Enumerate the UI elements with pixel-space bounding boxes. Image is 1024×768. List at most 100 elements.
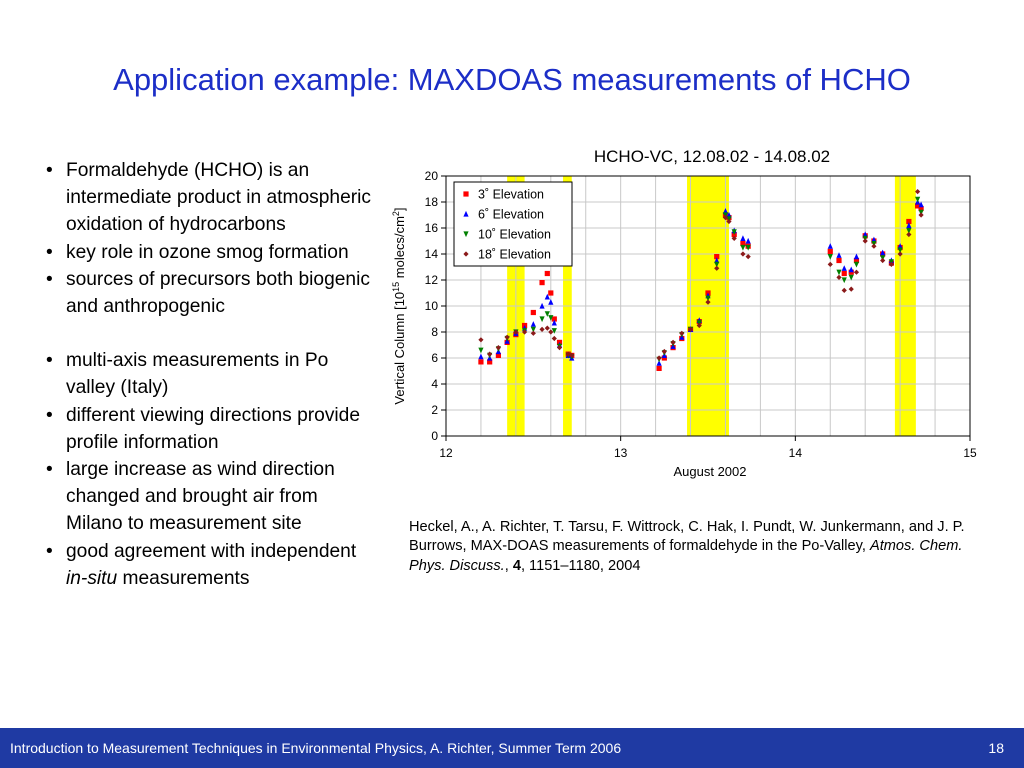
data-point [853,269,860,275]
hcho-chart-svg: HCHO-VC, 12.08.02 - 14.08.02 0 2 4 6 8 10 12 14 1… [391,147,977,479]
data-point [841,277,847,284]
x-tick-label: 14 [789,446,803,460]
data-point [548,299,554,305]
data-point [740,241,746,247]
chart-title: HCHO-VC, 12.08.02 - 14.08.02 [594,147,830,166]
bullet-item: Formaldehyde (HCHO) is an intermediate p… [42,157,372,239]
data-point [656,365,662,371]
data-point [906,218,912,225]
data-point [880,257,886,264]
bullet-item: key role in ozone smog formation [42,239,372,266]
data-point [827,248,833,254]
data-point [656,355,662,361]
y-tick-label: 0 [431,429,438,443]
data-point [530,321,536,327]
data-point [478,359,484,365]
x-tick-label: 13 [614,446,628,460]
data-point [522,329,528,335]
data-point [530,326,536,333]
data-point [745,254,751,260]
bullet-text: good agreement with independent [66,540,357,562]
data-point [915,189,921,195]
legend-marker [463,251,469,257]
hcho-chart: HCHO-VC, 12.08.02 - 14.08.02 0 2 4 6 8 10 12 14 1… [384,140,988,490]
bullet-item: large increase as wind direction changed… [42,456,372,538]
data-point [539,316,545,323]
y-tick-label: 10 [425,299,439,313]
data-point [539,302,545,309]
legend-label: 18˚ Elevation [478,248,551,262]
data-point [551,319,557,326]
data-point [841,270,847,277]
data-point [841,287,847,293]
data-point [915,203,921,209]
citation-volume: 4 [512,557,521,574]
data-point [836,269,842,276]
data-point [880,249,886,256]
footer-text: Introduction to Measurement Techniques i… [10,740,622,756]
data-point [656,360,662,366]
data-point [714,254,720,260]
y-tick-label: 12 [425,273,439,287]
data-point [745,244,751,251]
data-point [544,270,550,277]
data-point [827,243,833,249]
legend-marker [463,231,469,238]
data-point [853,253,860,260]
data-point [862,238,868,244]
data-point [836,257,842,264]
legend-label: 6˚ Elevation [478,208,544,222]
data-point [740,244,746,251]
data-point [731,229,737,235]
bullet-item: multi-axis measurements in Po valley (It… [42,347,372,401]
citation-authors: Heckel, A., A. Richter, T. Tarsu, F. Wit… [409,519,965,555]
data-point [548,290,554,296]
legend-marker [463,210,469,217]
data-point [906,222,912,228]
y-tick-label: 16 [425,221,439,235]
y-tick-label: 2 [431,403,438,417]
data-point [495,352,501,358]
slide-title: Application example: MAXDOAS measurement… [113,62,911,97]
legend-label: 10˚ Elevation [478,228,551,242]
data-point [848,286,854,292]
data-point [487,351,493,357]
data-point [714,265,720,271]
data-point [513,329,519,335]
data-point [848,269,854,275]
data-point [705,295,711,302]
y-tick-label: 18 [425,195,439,209]
data-point [548,315,554,321]
data-point [871,243,877,249]
bullet-item: different viewing directions provide pro… [42,402,372,456]
data-point [504,334,510,340]
data-point [670,339,676,345]
data-point [544,293,550,300]
data-point [918,212,924,218]
data-point [548,329,554,335]
data-point [714,261,720,268]
x-tick-label: 12 [439,446,453,460]
page-number: 18 [988,740,1004,756]
data-point [551,328,557,334]
data-point [862,231,868,238]
data-point [836,252,842,258]
data-point [544,325,550,331]
data-point [722,215,729,221]
data-point [906,228,912,234]
data-point [871,236,877,243]
data-point [915,196,921,203]
data-point [661,348,667,355]
data-point [836,274,842,280]
y-axis-label: Vertical Column [1015 molecs/cm2] [391,207,407,404]
data-point [679,330,685,336]
data-point [539,326,545,332]
data-point [495,345,501,351]
legend-box [453,181,573,267]
data-point [551,316,557,322]
bullet-item: good agreement with independent in-situ … [42,538,372,592]
y-tick-label: 8 [431,325,438,339]
data-point [722,208,729,214]
data-point [906,231,912,238]
data-point [478,337,484,343]
